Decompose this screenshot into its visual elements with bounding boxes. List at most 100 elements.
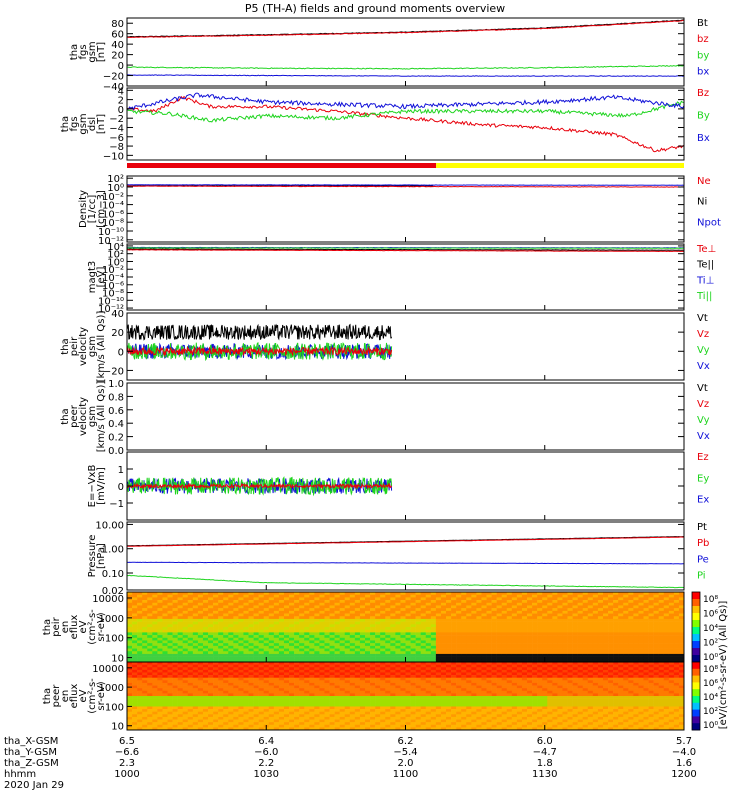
spectrogram-cell [653,659,659,663]
spectrogram-cell [562,659,568,663]
spectrogram-cell [238,618,244,622]
spectrogram-cell [304,627,310,630]
spectrogram-cell [370,600,376,604]
spectrogram-cell [547,635,553,639]
spectrogram-cell [142,608,148,612]
spectrogram-cell [167,719,173,723]
spectrogram-cell [658,613,665,617]
spectrogram-cell [446,696,452,699]
spectrogram-cell [273,677,280,681]
spectrogram-cell [496,653,503,657]
spectrogram-cell [299,624,305,628]
spectrogram-cell [329,629,335,633]
y-axis-label: E=−VxB [87,465,98,508]
spectrogram-cell [294,656,300,660]
spectrogram-cell [137,722,143,726]
spectrogram-cell [446,664,452,668]
spectrogram-cell [516,610,523,614]
spectrogram-cell [197,662,204,665]
spectrogram-cell [354,719,361,723]
spectrogram-cell [218,659,224,663]
spectrogram-cell [273,621,280,625]
spectrogram-cell [137,727,143,731]
spectrogram-cell [440,662,447,665]
spectrogram-cell [238,651,244,655]
spectrogram-cell [344,610,351,614]
spectrogram-cell [608,635,614,639]
spectrogram-cell [233,648,239,652]
spectrogram-cell [653,651,659,655]
spectrogram-cell [339,662,346,665]
spectrogram-cell [228,706,234,710]
spectrogram-cell [532,602,538,606]
spectrogram-cell [451,597,457,601]
spectrogram-cell [446,667,452,671]
spectrogram-cell [678,592,685,595]
spectrogram-cell [415,706,421,710]
spectrogram-cell [223,662,229,665]
spectrogram-cell [324,719,330,723]
spectrogram-cell [537,651,543,655]
spectrogram-cell [132,629,138,633]
spectrogram-cell [349,616,356,620]
spectrogram-cell [435,698,442,702]
spectrogram-cell [202,693,209,697]
spectrogram-cell [223,696,229,699]
spectrogram-cell [213,616,219,620]
spectrogram-cell [319,677,325,681]
spectrogram-cell [395,651,401,655]
spectrogram-cell [628,656,634,660]
spectrogram-cell [162,724,168,728]
spectrogram-cell [481,637,487,641]
colorbar-tick-label: 10⁰ [703,653,718,663]
spectrogram-cell [142,714,148,718]
spectrogram-cell [623,592,629,595]
spectrogram-cell [263,643,270,647]
spectrogram-cell [349,672,356,676]
spectrogram-cell [511,648,518,652]
legend-entry: Bz [697,88,709,99]
spectrogram-cell [400,706,406,710]
spectrogram-cell [309,669,315,673]
spectrogram-cell [132,627,138,630]
spectrogram-cell [446,597,452,601]
spectrogram-cell [258,696,265,699]
spectrogram-cell [319,621,325,625]
spectrogram-cell [597,627,604,630]
spectrogram-cell [370,624,376,628]
spectrogram-cell [471,662,477,665]
spectrogram-cell [385,677,391,681]
spectrogram-cell [218,608,224,612]
spectrogram-cell [430,621,437,625]
spectrogram-cell [446,722,452,726]
spectrogram-cell [466,714,472,718]
spectrogram-cell [623,608,629,612]
spectrogram-cell [142,696,148,699]
spectrogram-cell [182,597,189,601]
spectrogram-cell [395,714,401,718]
spectrogram-cell [268,675,275,678]
spectrogram-cell [516,592,523,595]
spectrogram-cell [364,688,371,692]
spectrogram-cell [192,716,199,720]
spectrogram-cell [182,696,189,699]
spectrogram-cell [192,645,199,649]
spectrogram-cell [390,594,396,598]
spectrogram-cell [451,669,457,673]
spectrogram-cell [294,680,300,684]
spectrogram-cell [329,621,335,625]
spectrogram-cell [542,605,548,609]
spectrogram-cell [177,727,183,731]
spectrogram-cell [663,627,670,630]
spectrogram-cell [319,685,325,689]
spectrogram-cell [375,592,381,595]
spectrogram-cell [359,680,366,684]
spectrogram-cell [157,592,163,595]
spectrogram-cell [380,656,386,660]
spectrogram-cell [258,629,265,633]
spectrogram-cell [425,703,432,707]
spectrogram-cell [440,688,447,692]
spectrogram-cell [223,682,229,686]
spectrogram-cell [299,592,305,595]
spectrogram-cell [334,711,340,715]
